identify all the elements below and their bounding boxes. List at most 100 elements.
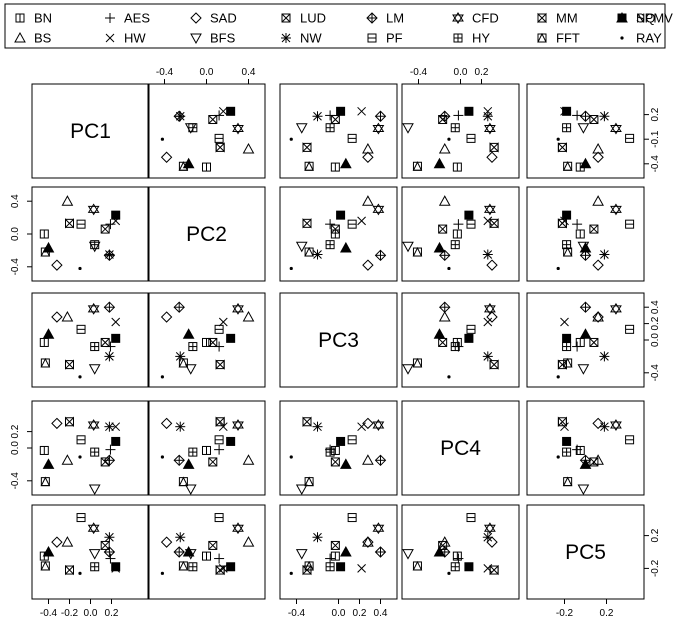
point-fft [178,161,189,171]
point-nq [562,210,572,220]
point-bn [330,551,340,561]
point-ray [160,137,164,141]
scatter-panel-pc5-vs-pc3 [279,504,398,600]
point-cfd [610,419,622,431]
scatter-panel-pc4-vs-pc3 [279,400,398,496]
point-hw [111,564,121,573]
point-spmv [182,458,195,469]
legend-entry: FFT [537,31,580,46]
point-cfd [87,203,100,216]
legend-label: HY [472,31,490,46]
legend-symbol-mm [537,12,547,24]
point-fft [40,246,51,257]
tick-label: 0.2 [105,608,119,619]
point-spmv [42,545,55,557]
legend-label: LUD [300,11,326,26]
point-cfd [483,522,496,535]
panels: PC1 PC2 PC3 PC4 PC5 [31,83,645,600]
point-bs [362,143,374,154]
point-hy [188,123,198,133]
point-pf [347,435,357,445]
point-fft [304,161,314,171]
point-mm [557,416,567,427]
tick-label: 0.2 [475,67,489,78]
point-ray [447,571,451,575]
panel-frame [279,186,398,282]
legend-label: AES [124,11,150,26]
point-pf [466,324,476,334]
point-hy [450,342,460,352]
point-bfs [295,549,308,560]
point-bs [362,195,374,206]
legend-symbol-lud [281,13,291,23]
point-hy [188,562,198,572]
point-bfs [402,241,414,253]
legend-symbol-spmv [616,11,628,23]
point-hy [562,342,572,352]
point-bn [575,445,585,455]
point-ray [160,455,164,459]
legend-label: NW [300,31,322,46]
point-bfs [88,484,101,496]
point-spmv [42,458,55,469]
point-spmv [433,241,446,253]
point-hy [450,240,460,250]
point-spmv [579,157,592,169]
legend-label: PF [386,31,403,46]
point-bn [202,337,211,347]
point-pf [625,435,635,445]
point-aes [325,219,336,230]
tick-label: -0.2 [61,608,79,619]
point-lud [208,540,218,550]
point-pf [214,513,224,523]
point-sad [51,536,63,548]
point-bn [452,162,462,172]
point-pf [466,133,476,143]
point-mm [302,218,312,229]
point-cfd [483,203,496,216]
diagonal-panel-pc3: PC3 [279,292,398,388]
point-bn [39,229,49,239]
legend-label: SAD [210,11,237,26]
point-mm [302,142,312,153]
point-lud [330,540,340,550]
point-hy [325,447,335,457]
legend-symbol-bn [15,13,25,23]
point-bn [202,551,211,561]
point-bs [242,536,255,547]
point-bs [61,195,74,206]
point-spmv [579,328,592,339]
legend-symbol-sad [190,12,202,24]
point-fft [304,246,314,257]
panel-frame [147,400,266,496]
point-nw [175,421,186,432]
point-nq [111,333,121,343]
point-cfd [87,302,100,315]
tick-label: -0.4 [288,608,306,619]
point-cfd [610,302,622,315]
panel-frame [279,83,398,179]
legend-entry: NW [281,31,322,46]
point-lud [100,224,110,234]
point-ray [289,266,293,271]
point-sad [486,259,498,271]
point-hy [90,562,100,572]
point-hy [188,447,198,457]
point-fft [178,357,189,368]
point-fft [562,476,573,487]
tick-label: -0.4 [40,608,58,619]
point-bfs [577,484,590,496]
point-nw [482,532,493,543]
point-hw [111,422,121,432]
point-sad [486,536,498,548]
point-pf [214,324,224,334]
point-mm [215,142,225,153]
tick-label: 0.0 [10,227,21,241]
point-nq [336,106,346,116]
legend-entry: SAD [190,11,237,26]
point-nq [562,106,572,116]
point-aes [453,219,464,230]
point-lm [173,454,185,467]
scatter-panel-pc4-vs-pc5 [526,400,645,496]
point-sad [160,417,173,430]
